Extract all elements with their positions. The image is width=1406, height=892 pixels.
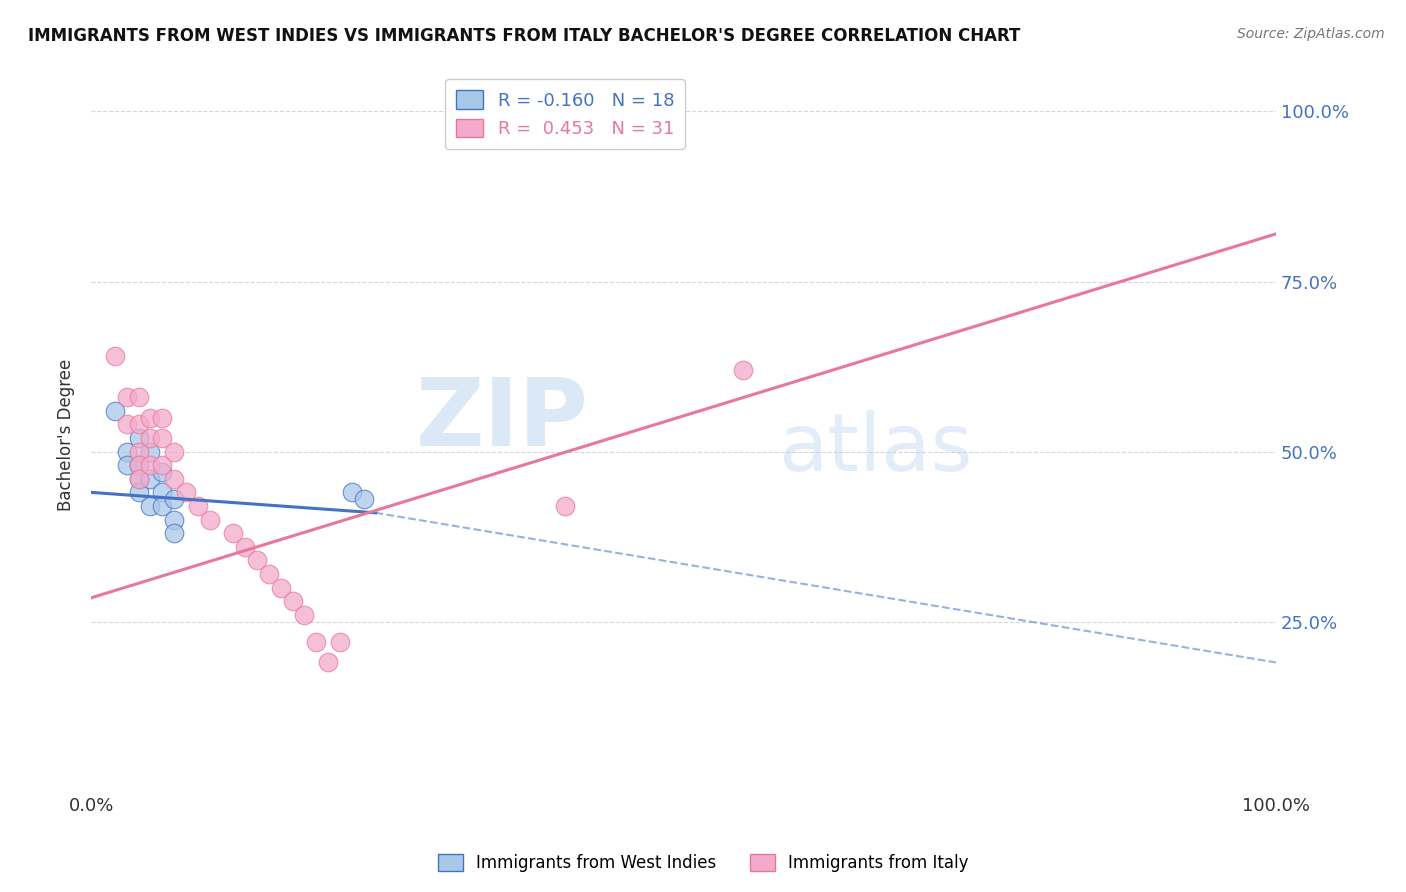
- Point: [163, 526, 186, 541]
- Text: ZIP: ZIP: [416, 375, 589, 467]
- Point: [316, 656, 339, 670]
- Point: [128, 390, 150, 404]
- Legend: R = -0.160   N = 18, R =  0.453   N = 31: R = -0.160 N = 18, R = 0.453 N = 31: [446, 79, 685, 149]
- Text: atlas: atlas: [779, 409, 973, 488]
- Point: [128, 431, 150, 445]
- Point: [115, 444, 138, 458]
- Point: [139, 472, 162, 486]
- Point: [294, 607, 316, 622]
- Text: IMMIGRANTS FROM WEST INDIES VS IMMIGRANTS FROM ITALY BACHELOR'S DEGREE CORRELATI: IMMIGRANTS FROM WEST INDIES VS IMMIGRANT…: [28, 27, 1021, 45]
- Point: [128, 485, 150, 500]
- Point: [128, 444, 150, 458]
- Legend: Immigrants from West Indies, Immigrants from Italy: Immigrants from West Indies, Immigrants …: [432, 847, 974, 879]
- Point: [340, 485, 363, 500]
- Point: [139, 458, 162, 473]
- Point: [222, 526, 245, 541]
- Point: [139, 499, 162, 513]
- Point: [233, 540, 256, 554]
- Point: [163, 513, 186, 527]
- Y-axis label: Bachelor's Degree: Bachelor's Degree: [58, 359, 75, 511]
- Point: [128, 458, 150, 473]
- Point: [150, 458, 173, 473]
- Point: [128, 417, 150, 432]
- Point: [174, 485, 197, 500]
- Point: [104, 403, 127, 417]
- Point: [187, 499, 209, 513]
- Point: [139, 431, 162, 445]
- Point: [281, 594, 304, 608]
- Point: [150, 499, 173, 513]
- Text: Source: ZipAtlas.com: Source: ZipAtlas.com: [1237, 27, 1385, 41]
- Point: [128, 458, 150, 473]
- Point: [115, 390, 138, 404]
- Point: [163, 492, 186, 507]
- Point: [128, 472, 150, 486]
- Point: [139, 410, 162, 425]
- Point: [139, 444, 162, 458]
- Point: [198, 513, 221, 527]
- Point: [104, 349, 127, 363]
- Point: [353, 492, 375, 507]
- Point: [257, 567, 280, 582]
- Point: [150, 465, 173, 479]
- Point: [115, 417, 138, 432]
- Point: [128, 472, 150, 486]
- Point: [270, 581, 292, 595]
- Point: [554, 499, 576, 513]
- Point: [163, 472, 186, 486]
- Point: [246, 553, 269, 567]
- Point: [115, 458, 138, 473]
- Point: [150, 485, 173, 500]
- Point: [305, 635, 328, 649]
- Point: [731, 363, 754, 377]
- Point: [150, 410, 173, 425]
- Point: [163, 444, 186, 458]
- Point: [329, 635, 352, 649]
- Point: [150, 431, 173, 445]
